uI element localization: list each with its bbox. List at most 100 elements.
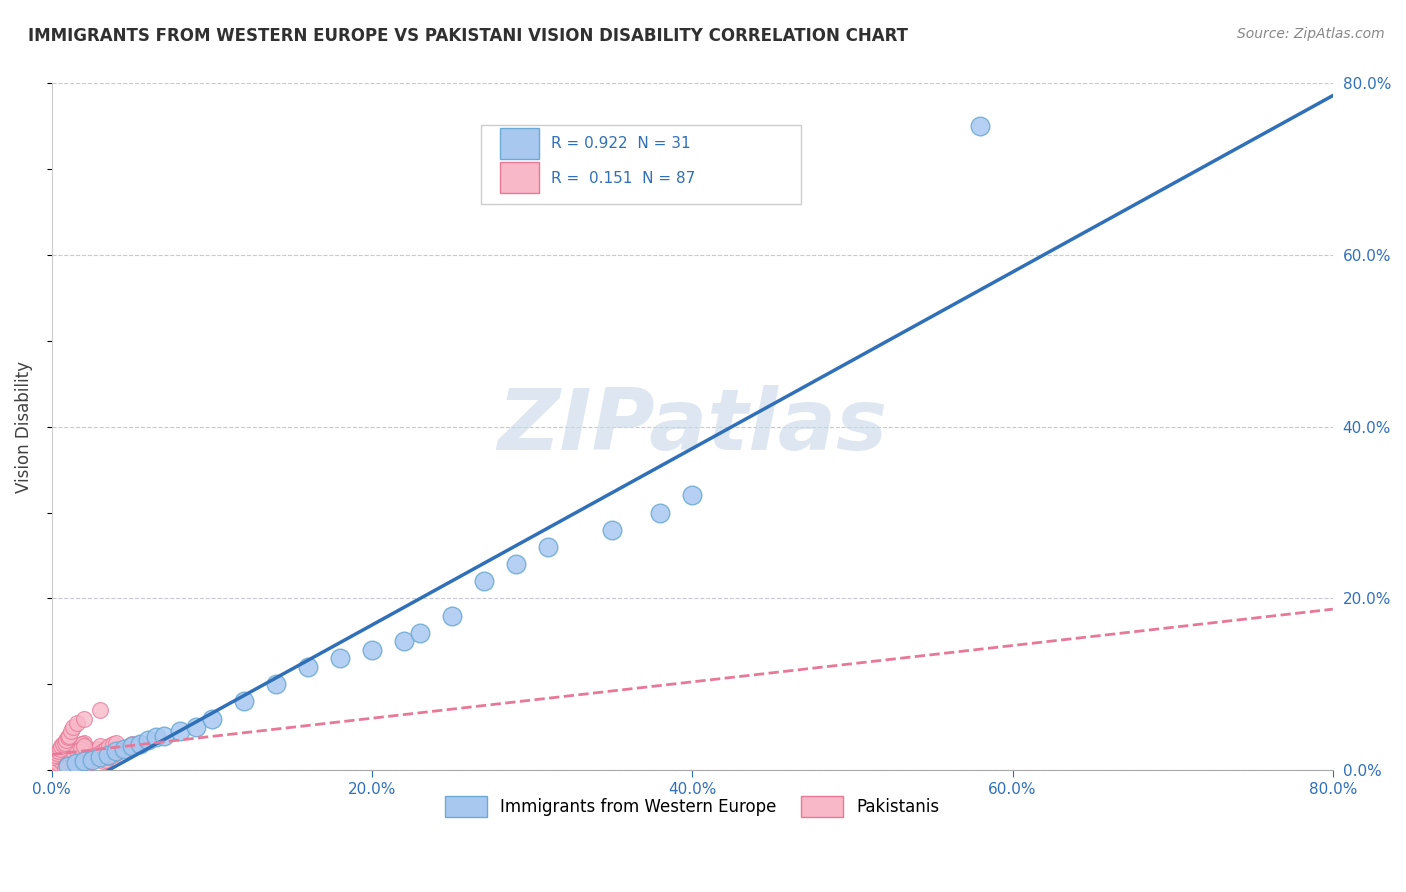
Point [70, 737, 93, 751]
Point [49, 741, 72, 756]
Point [75, 758, 97, 772]
Point [121, 739, 143, 753]
Point [169, 724, 191, 739]
Point [70, 737, 93, 751]
Legend: Immigrants from Western Europe, Pakistanis: Immigrants from Western Europe, Pakistan… [439, 789, 946, 823]
Point [117, 739, 139, 753]
Point [264, 677, 287, 691]
Point [84, 746, 107, 760]
Text: R = 0.922  N = 31: R = 0.922 N = 31 [551, 136, 690, 152]
Point [58, 746, 80, 760]
FancyBboxPatch shape [481, 125, 801, 203]
Point [69, 741, 91, 756]
Point [66, 744, 89, 758]
Point [45, 755, 67, 769]
Point [104, 744, 127, 758]
Point [104, 735, 127, 749]
Point [49, 750, 72, 764]
Point [65, 756, 87, 771]
Point [59, 747, 82, 762]
Point [46, 756, 69, 771]
Point [45, 746, 67, 760]
Point [108, 744, 131, 758]
Point [441, 608, 464, 623]
Point [51, 747, 73, 762]
Point [681, 488, 703, 502]
Text: ZIPatlas: ZIPatlas [498, 385, 887, 468]
Point [82, 747, 104, 762]
Point [184, 720, 207, 734]
Point [45, 755, 67, 769]
Point [86, 747, 108, 762]
Point [73, 735, 96, 749]
Point [58, 729, 80, 743]
Point [55, 733, 77, 747]
Point [121, 737, 143, 751]
Point [89, 739, 111, 753]
Point [66, 744, 89, 758]
Point [91, 744, 114, 758]
Point [63, 747, 86, 762]
Point [53, 761, 76, 775]
Point [59, 753, 82, 767]
Point [79, 753, 101, 767]
Point [55, 741, 77, 756]
Point [600, 523, 623, 537]
Point [112, 741, 135, 756]
Point [69, 739, 91, 753]
Point [56, 731, 79, 745]
Point [62, 750, 84, 764]
Point [66, 715, 89, 730]
Point [969, 120, 991, 134]
Point [44, 758, 66, 772]
Text: R =  0.151  N = 87: R = 0.151 N = 87 [551, 170, 696, 186]
Point [44, 756, 66, 771]
Point [145, 731, 167, 745]
Point [46, 744, 69, 758]
Point [82, 750, 104, 764]
Point [98, 750, 121, 764]
Point [136, 733, 159, 747]
Point [63, 746, 86, 760]
Point [232, 694, 254, 708]
Point [67, 741, 90, 756]
Point [53, 744, 76, 758]
Point [89, 750, 111, 764]
Point [128, 737, 150, 751]
Point [392, 634, 415, 648]
Point [52, 750, 75, 764]
Text: IMMIGRANTS FROM WESTERN EUROPE VS PAKISTANI VISION DISABILITY CORRELATION CHART: IMMIGRANTS FROM WESTERN EUROPE VS PAKIST… [28, 27, 908, 45]
Point [56, 750, 79, 764]
Point [86, 744, 108, 758]
Point [67, 739, 90, 753]
Point [42, 758, 65, 772]
Point [56, 739, 79, 753]
Point [297, 660, 319, 674]
Point [361, 643, 384, 657]
Point [51, 739, 73, 753]
Point [62, 744, 84, 758]
Point [77, 755, 100, 769]
Point [62, 720, 84, 734]
Point [42, 750, 65, 764]
Point [52, 746, 75, 760]
Point [44, 747, 66, 762]
Point [409, 625, 432, 640]
Point [42, 756, 65, 771]
Point [58, 755, 80, 769]
Point [91, 755, 114, 769]
Point [76, 756, 98, 771]
Point [56, 758, 79, 772]
Bar [501, 162, 538, 194]
Point [73, 755, 96, 769]
Point [96, 741, 118, 756]
Point [112, 741, 135, 756]
Point [53, 735, 76, 749]
Point [46, 753, 69, 767]
Point [53, 753, 76, 767]
Point [98, 739, 121, 753]
Point [104, 746, 127, 760]
Point [76, 755, 98, 769]
Point [49, 753, 72, 767]
Point [89, 746, 111, 760]
